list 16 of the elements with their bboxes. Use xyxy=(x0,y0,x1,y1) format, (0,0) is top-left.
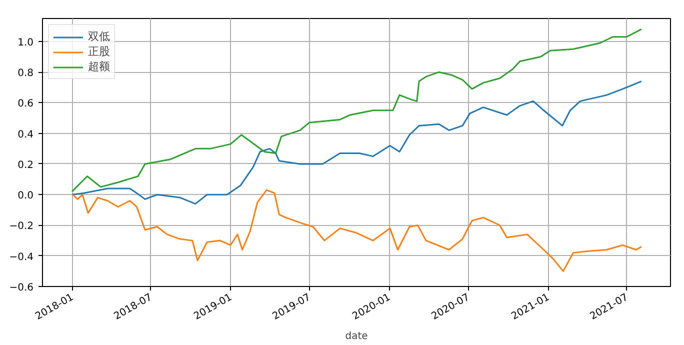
y-tick-label: 0.0 xyxy=(18,190,34,202)
y-tick-label: 0.8 xyxy=(18,68,34,80)
x-axis-title: date xyxy=(345,331,368,342)
y-tick-label: −0.6 xyxy=(9,282,34,294)
y-tick-label: 1.0 xyxy=(18,37,34,48)
line-series xyxy=(72,189,642,272)
y-tick-label: 0.6 xyxy=(18,98,34,110)
y-tick-label: −0.4 xyxy=(9,252,34,263)
legend-label: 双低 xyxy=(88,29,110,44)
legend-label: 正股 xyxy=(88,44,110,59)
line-series xyxy=(71,28,642,192)
y-tick-label: 0.2 xyxy=(18,160,34,171)
line-series xyxy=(71,80,642,205)
legend-label: 超额 xyxy=(88,59,110,74)
y-tick-label: 0.4 xyxy=(18,129,34,140)
y-tick-label: −0.2 xyxy=(9,221,34,232)
